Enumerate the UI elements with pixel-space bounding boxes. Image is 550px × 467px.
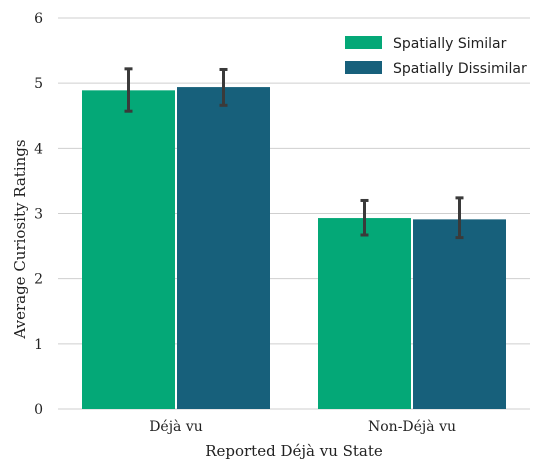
y-axis-title: Average Curiosity Ratings xyxy=(11,139,29,339)
y-tick-label: 4 xyxy=(34,141,43,157)
y-tick-label: 2 xyxy=(34,272,43,288)
legend-swatch-spatially-dissimilar xyxy=(345,61,382,74)
y-tick-label: 1 xyxy=(34,337,43,353)
y-tick-label: 5 xyxy=(34,76,43,92)
x-tick-label: Déjà vu xyxy=(149,418,203,435)
bars xyxy=(82,87,506,409)
legend-label-spatially-similar: Spatially Similar xyxy=(393,36,507,52)
legend: Spatially Similar Spatially Dissimilar xyxy=(345,36,527,77)
y-tick-label: 6 xyxy=(34,11,43,27)
bar xyxy=(318,218,411,409)
error-bars xyxy=(125,69,464,238)
x-tick-labels: Déjà vu Non-Déjà vu xyxy=(149,418,456,435)
y-tick-label: 0 xyxy=(34,402,43,418)
legend-swatch-spatially-similar xyxy=(345,36,382,49)
x-axis-title: Reported Déjà vu State xyxy=(205,442,383,460)
x-tick-label: Non-Déjà vu xyxy=(368,418,456,435)
bar xyxy=(413,219,506,409)
bar xyxy=(177,87,270,409)
bar xyxy=(82,90,175,409)
y-tick-labels: 0 1 2 3 4 5 6 xyxy=(34,11,43,418)
legend-label-spatially-dissimilar: Spatially Dissimilar xyxy=(393,61,527,77)
y-tick-label: 3 xyxy=(34,207,43,223)
